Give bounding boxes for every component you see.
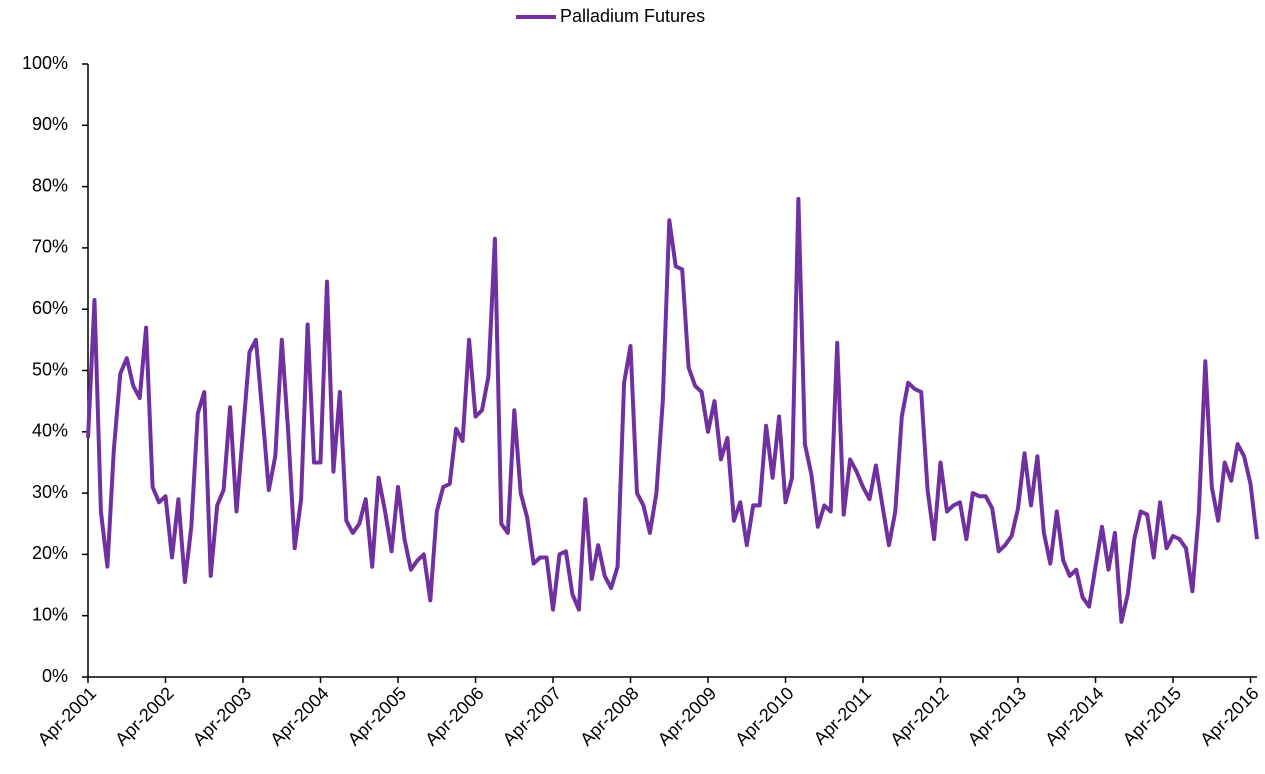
y-tick-label: 60%	[32, 298, 68, 318]
x-tick-label: Apr-2015	[1119, 683, 1186, 750]
y-tick-label: 100%	[22, 53, 68, 73]
x-tick-label: Apr-2011	[810, 683, 876, 749]
x-tick-label: Apr-2002	[111, 683, 178, 750]
x-tick-label: Apr-2009	[654, 683, 721, 750]
x-tick-label: Apr-2008	[576, 683, 643, 750]
y-tick-label: 80%	[32, 175, 68, 195]
x-tick-label: Apr-2003	[189, 683, 256, 750]
y-tick-label: 40%	[32, 421, 68, 441]
x-tick-label: Apr-2004	[266, 683, 333, 750]
y-tick-label: 0%	[42, 666, 68, 686]
y-tick-label: 70%	[32, 237, 68, 257]
y-tick-label: 90%	[32, 114, 68, 134]
x-tick-label: Apr-2005	[344, 683, 411, 750]
x-tick-label: Apr-2006	[421, 683, 488, 750]
y-tick-label: 50%	[32, 359, 68, 379]
x-tick-label: Apr-2016	[1196, 683, 1263, 750]
data-line	[86, 196, 1259, 624]
y-tick-label: 10%	[32, 604, 68, 624]
y-tick-label: 20%	[32, 543, 68, 563]
x-tick-label: Apr-2001	[34, 683, 101, 750]
x-tick-label: Apr-2010	[731, 683, 798, 750]
y-tick-label: 30%	[32, 482, 68, 502]
x-tick-label: Apr-2012	[886, 683, 953, 750]
x-tick-label: Apr-2013	[964, 683, 1031, 750]
x-tick-label: Apr-2007	[499, 683, 566, 750]
legend-label: Palladium Futures	[560, 6, 705, 26]
x-tick-label: Apr-2014	[1041, 683, 1108, 750]
